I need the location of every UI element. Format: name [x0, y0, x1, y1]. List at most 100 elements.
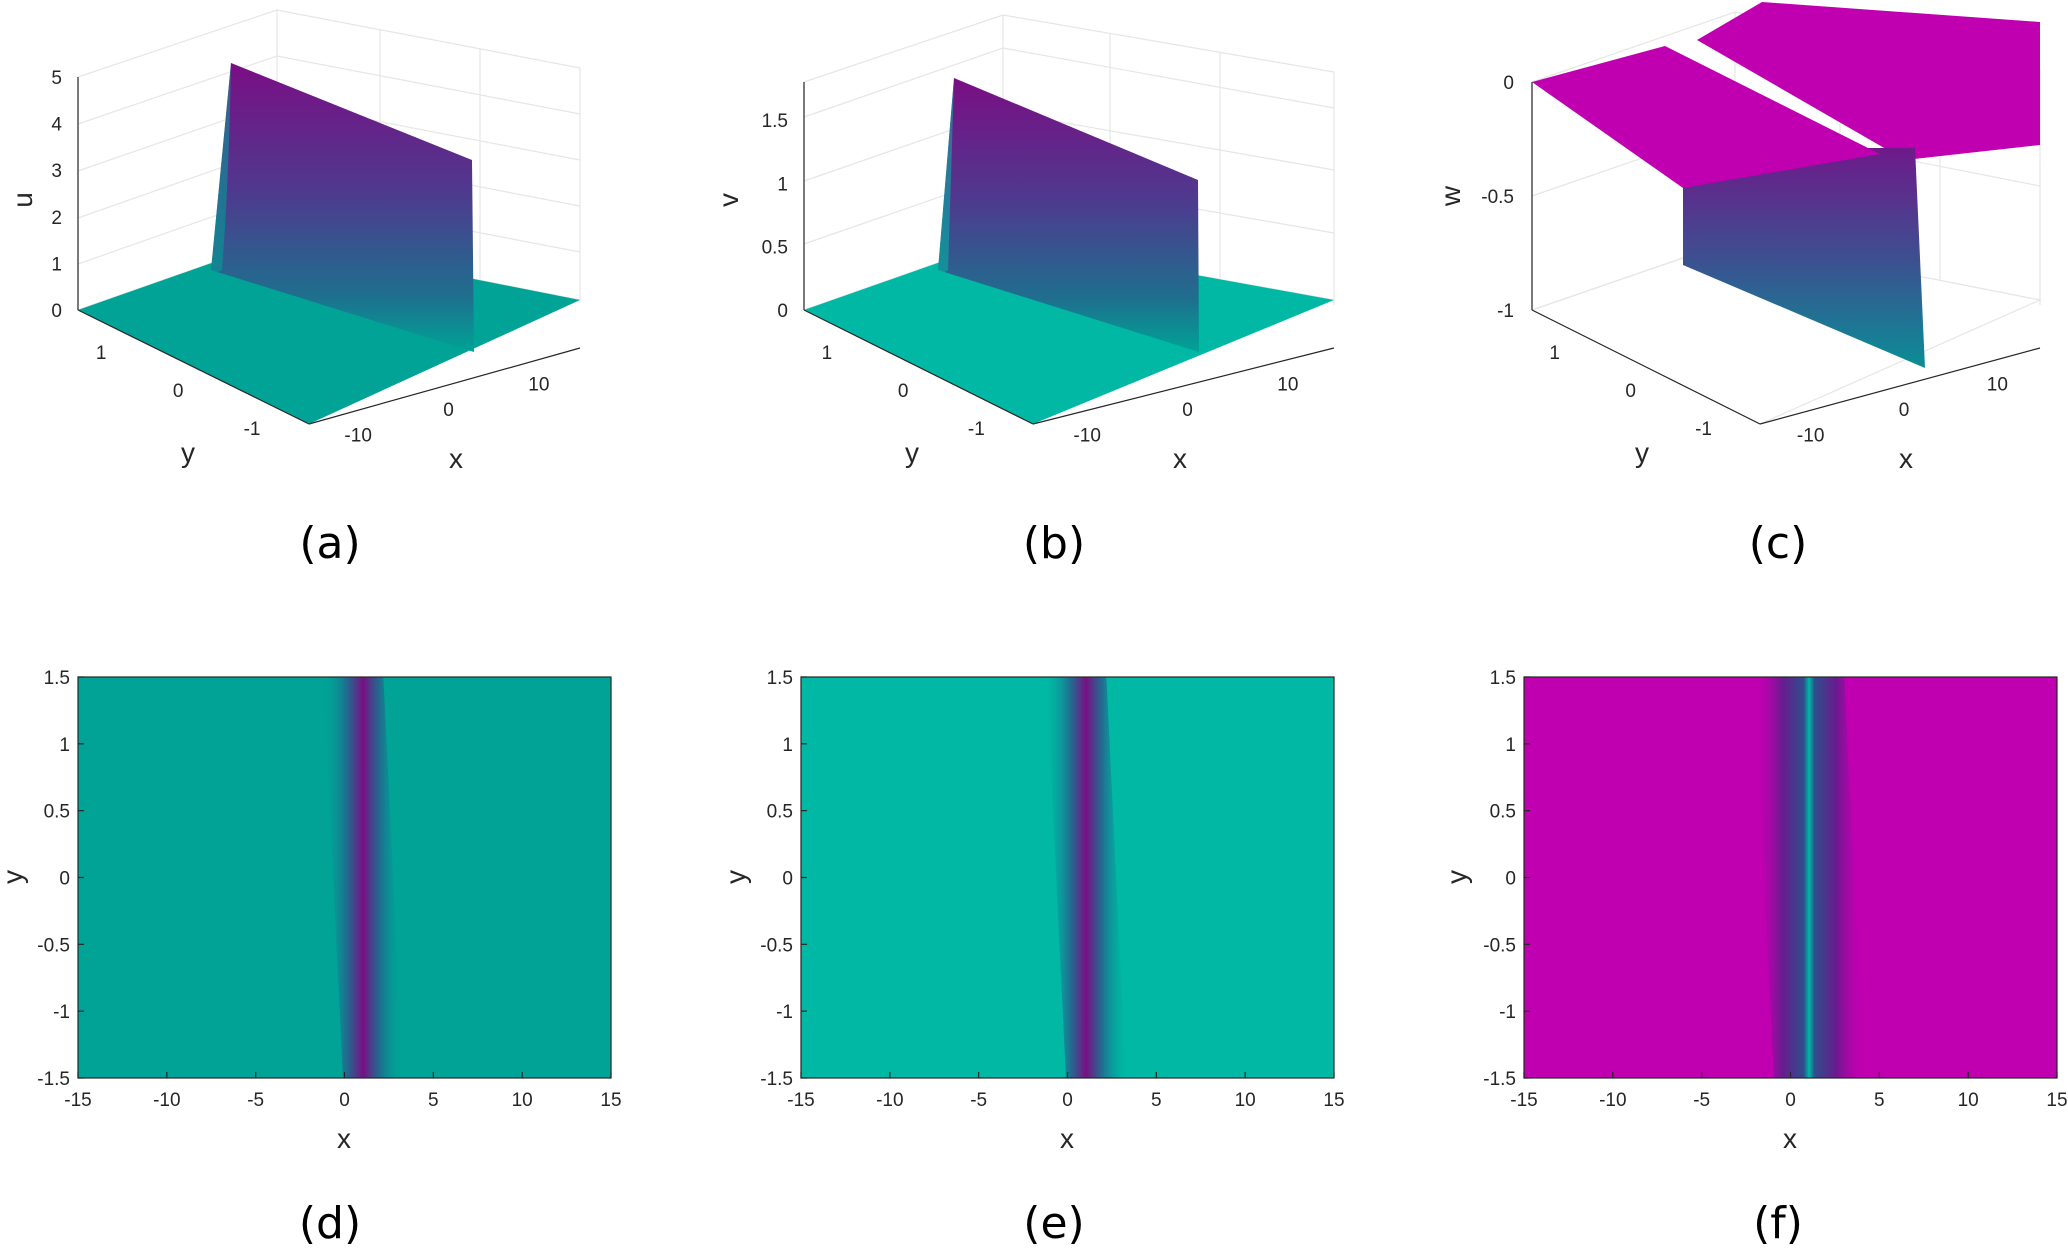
panel-b-z-tick-1: 0.5 — [762, 238, 788, 259]
panel-a-z-tick-5: 5 — [51, 68, 62, 89]
panel-b-y-tick-0: 1 — [822, 343, 833, 364]
panel-c-x-tick-1: 0 — [1899, 400, 1910, 421]
panel-c-ylabel: y — [1635, 437, 1649, 468]
panel-e-caption: (e) — [1023, 1198, 1084, 1249]
panel-d-y-tick-3: 0 — [59, 869, 70, 890]
panel-c-y-tick-2: -1 — [1695, 419, 1712, 440]
panel-b-surface-front-edge — [938, 78, 954, 273]
panel-e-y-tick-6: -1.5 — [760, 1069, 793, 1090]
panel-f-caption: (f) — [1753, 1198, 1803, 1249]
panel-f-y-tick-2: 0.5 — [1490, 802, 1516, 823]
panel-b-surface-peak — [938, 78, 1199, 352]
panel-b-xlabel: x — [1173, 443, 1187, 474]
panel-d-caption: (d) — [299, 1198, 361, 1249]
panel-d-y-tick-4: -0.5 — [37, 935, 70, 956]
panel-f: -15 -10 -5 0 5 10 15 1.5 1 0.5 0 -0.5 -1 -1.5 x y (f) — [1441, 668, 2068, 1249]
panel-b-caption: (b) — [1023, 518, 1085, 569]
panel-e: -15 -10 -5 0 5 10 15 1.5 1 0.5 0 -0.5 -1 -1.5 x y (e) — [720, 668, 1345, 1249]
panel-c-surface-trough — [1683, 148, 1925, 368]
panel-d-x-tick-2: -5 — [247, 1090, 264, 1111]
panel-a-z-tick-4: 4 — [51, 115, 62, 136]
panel-e-x-tick-5: 10 — [1235, 1090, 1256, 1111]
panel-b-x-tick-0: -10 — [1073, 425, 1100, 446]
panel-b-x-tick-2: 10 — [1277, 375, 1298, 396]
panel-d-y-tick-6: -1.5 — [37, 1069, 70, 1090]
panel-b-y-axis — [803, 309, 1034, 425]
panel-b-x-axis — [1032, 347, 1335, 425]
panel-e-y-tick-2: 0.5 — [767, 802, 793, 823]
panel-b-z-tick-0: 0 — [777, 301, 788, 322]
panel-c-y-tick-0: 1 — [1549, 343, 1560, 364]
panel-a-z-tick-1: 1 — [51, 254, 62, 275]
panel-d-x-tick-3: 0 — [339, 1090, 350, 1111]
panel-a-z-tick-2: 2 — [51, 208, 62, 229]
panel-e-x-tick-3: 0 — [1062, 1090, 1073, 1111]
panel-c-z-tick-2: -1 — [1497, 301, 1514, 322]
panel-d-y-tick-5: -1 — [53, 1002, 70, 1023]
panel-a-x-tick-0: -10 — [344, 425, 371, 446]
panel-d-x-tick-6: 15 — [600, 1090, 621, 1111]
panel-a-caption: (a) — [299, 518, 360, 569]
panel-e-y-tick-4: -0.5 — [760, 935, 793, 956]
panel-d-x-tick-5: 10 — [512, 1090, 533, 1111]
panel-b-ylabel: y — [905, 437, 919, 468]
panel-e-x-tick-4: 5 — [1151, 1090, 1162, 1111]
panel-a-y-tick-0: 1 — [96, 343, 107, 364]
panel-e-x-tick-0: -15 — [787, 1090, 814, 1111]
panel-e-y-tick-5: -1 — [776, 1002, 793, 1023]
panel-c-y-axis — [1531, 309, 1761, 425]
panel-f-x-tick-5: 10 — [1958, 1090, 1979, 1111]
panel-b-y-tick-1: 0 — [898, 381, 909, 402]
panel-d-y-tick-0: 1.5 — [44, 668, 70, 689]
panel-a-z-tick-0: 0 — [51, 301, 62, 322]
panel-e-y-tick-3: 0 — [782, 869, 793, 890]
panel-a-y-tick-1: 0 — [173, 381, 184, 402]
panel-f-ylabel: y — [1441, 870, 1472, 884]
panel-f-y-tick-0: 1.5 — [1490, 668, 1516, 689]
panel-c-z-tick-1: -0.5 — [1481, 187, 1514, 208]
panel-f-y-tick-6: -1.5 — [1483, 1069, 1516, 1090]
panel-f-x-tick-4: 5 — [1874, 1090, 1885, 1111]
panel-f-y-tick-3: 0 — [1505, 869, 1516, 890]
panel-b-y-tick-2: -1 — [968, 419, 985, 440]
panel-c-caption: (c) — [1749, 518, 1808, 569]
panel-a-x-tick-2: 10 — [528, 375, 549, 396]
panel-d-ticks: -15 -10 -5 0 5 10 15 1.5 1 0.5 0 -0.5 -1 -1.5 — [37, 668, 621, 1111]
panel-e-xlabel: x — [1060, 1123, 1074, 1154]
panel-b-z-tick-2: 1 — [777, 174, 788, 195]
panel-b-z-tick-3: 1.5 — [762, 111, 788, 132]
panel-c-x-tick-0: -10 — [1797, 425, 1824, 446]
panel-e-ylabel: y — [720, 870, 751, 884]
panel-c-surface-far-plane — [1697, 2, 2040, 160]
panel-e-x-tick-6: 15 — [1323, 1090, 1344, 1111]
panel-c-x-tick-2: 10 — [1987, 375, 2008, 396]
panel-a-xlabel: x — [449, 443, 463, 474]
panel-a-surface-front-edge — [211, 63, 231, 273]
panel-f-x-tick-2: -5 — [1693, 1090, 1710, 1111]
panel-c-x-axis — [1759, 347, 2041, 425]
panel-d-x-tick-4: 5 — [428, 1090, 439, 1111]
panel-a-y-axis — [77, 309, 310, 425]
panel-f-ridge — [1754, 677, 1864, 1078]
panel-f-ticks: -15 -10 -5 0 5 10 15 1.5 1 0.5 0 -0.5 -1 -1.5 — [1483, 668, 2067, 1111]
panel-d-ylabel: y — [0, 870, 28, 884]
panel-b-x-tick-1: 0 — [1182, 400, 1193, 421]
panel-c-zlabel: w — [1435, 185, 1466, 207]
panel-e-x-tick-1: -10 — [876, 1090, 903, 1111]
panel-a-zlabel: u — [7, 192, 38, 208]
panel-a-ylabel: y — [181, 437, 195, 468]
panel-c-xlabel: x — [1899, 443, 1913, 474]
panel-b-zlabel: v — [713, 193, 744, 207]
panel-e-x-tick-2: -5 — [970, 1090, 987, 1111]
panel-c-surface-near-plane — [1532, 46, 1880, 188]
panel-c-z-tick-0: 0 — [1503, 73, 1514, 94]
panel-c-y-tick-1: 0 — [1625, 381, 1636, 402]
panel-d-y-tick-2: 0.5 — [44, 802, 70, 823]
panel-d: -15 -10 -5 0 5 10 15 1.5 1 0.5 0 -0.5 -1 -1.5 x y (d) — [0, 668, 622, 1249]
panel-f-y-tick-4: -0.5 — [1483, 935, 1516, 956]
